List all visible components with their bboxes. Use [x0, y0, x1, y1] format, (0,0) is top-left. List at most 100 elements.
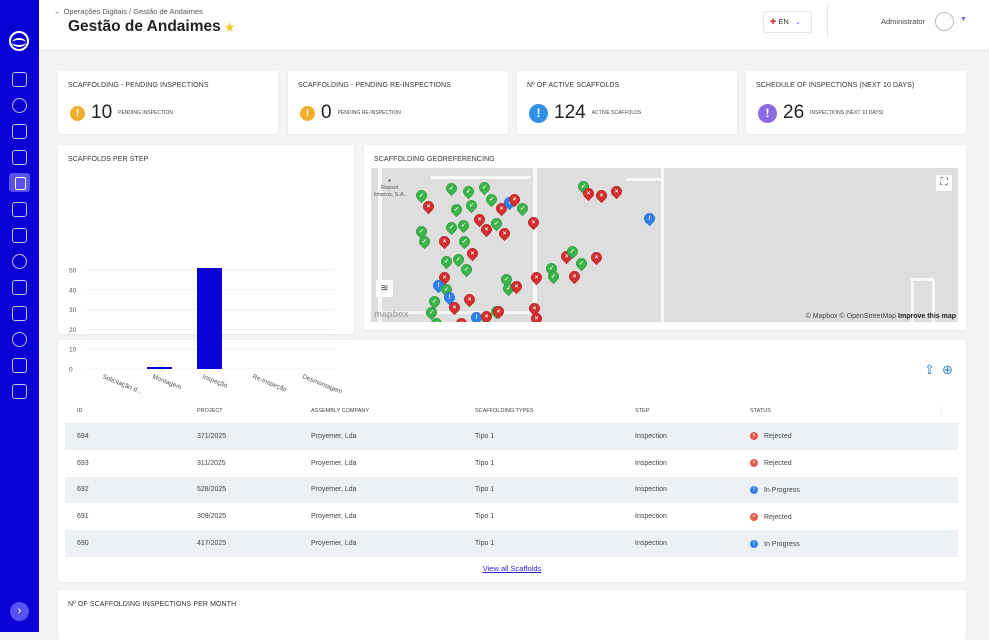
approved-marker[interactable] [545, 268, 562, 285]
caret-down-icon[interactable]: ▼ [960, 16, 967, 23]
table-row[interactable]: 690 417/2025 Proyemer, Lda Tipo 1 Inspection… [65, 530, 958, 557]
attribution-text[interactable]: © Mapbox © OpenStreetMap [805, 313, 897, 320]
logo-icon[interactable] [9, 31, 29, 51]
approved-marker[interactable] [573, 255, 590, 272]
alert-icon: ! [70, 105, 85, 121]
back-arrow-icon[interactable]: ← [54, 7, 64, 16]
approved-marker[interactable] [460, 183, 477, 200]
table-row[interactable]: 694 371/2025 Proyemer, Lda Tipo 1 Inspection… [65, 423, 958, 450]
cell-company: Proyemer, Lda [299, 423, 463, 450]
view-all-scaffolds-link[interactable]: View all Scaffolds [58, 564, 966, 573]
flag-icon: ✚ [770, 17, 779, 26]
column-header[interactable]: ASSEMBLY COMPANY [311, 407, 370, 414]
rejected-marker[interactable] [420, 198, 437, 215]
cell-id: 694 [65, 423, 185, 450]
kpi-title: Nº OF ACTIVE SCAFFOLDS [527, 82, 620, 89]
y-tick-label: 50 [69, 268, 77, 275]
column-header[interactable]: STATUS [750, 407, 771, 414]
improve-map-link[interactable]: Improve this map [898, 313, 956, 320]
rejected-marker[interactable] [461, 291, 478, 308]
rejected-marker[interactable] [464, 245, 481, 262]
column-header[interactable]: SCAFFOLDING TYPES [475, 407, 534, 414]
column-settings-icon[interactable]: ⫶ [940, 405, 942, 415]
user-name[interactable]: Administrator [881, 17, 926, 26]
rejected-marker[interactable] [528, 269, 545, 286]
rejected-marker[interactable] [580, 185, 597, 202]
approved-marker[interactable] [443, 180, 460, 197]
group-icon[interactable] [12, 358, 27, 373]
map-icon[interactable] [12, 228, 27, 243]
approved-marker[interactable] [443, 219, 460, 236]
scaffold-icon[interactable] [12, 124, 27, 139]
location-icon[interactable] [12, 306, 27, 321]
rejected-marker[interactable] [593, 187, 610, 204]
dashboard-icon[interactable] [12, 72, 27, 87]
breadcrumb-text[interactable]: Operações Digitais / Gestão de Andaimes [63, 7, 203, 16]
rejected-marker[interactable] [566, 268, 583, 285]
cell-type: Tipo 1 [475, 459, 495, 467]
kpi-card: SCHEDULE OF INSPECTIONS (NEXT 10 DAYS)! 2… [746, 71, 966, 134]
approved-marker[interactable] [455, 217, 472, 234]
table-row[interactable]: 691 309/2025 Proyemer, Lda Tipo 1 Inspection… [65, 503, 958, 530]
rejected-marker[interactable] [496, 225, 513, 242]
expand-sidebar-button[interactable]: › [10, 602, 29, 621]
check-icon [427, 308, 436, 317]
approved-marker[interactable] [463, 197, 480, 214]
column-header[interactable]: STEP [635, 407, 650, 414]
favorite-star-icon[interactable]: ★ [224, 22, 235, 34]
table-row[interactable]: 692 528/2025 Proyemer, Lda Tipo 1 Inspection… [65, 476, 958, 504]
rejected-icon: × [750, 459, 758, 468]
alert-icon: ! [758, 103, 777, 123]
bar [197, 268, 222, 369]
approved-marker[interactable] [514, 200, 531, 217]
language-select[interactable]: ✚ EN ⌄ [763, 11, 812, 33]
breadcrumb[interactable]: ← Operações Digitais / Gestão de Andaime… [54, 7, 203, 16]
check-icon [577, 259, 586, 268]
approved-marker[interactable] [458, 261, 475, 278]
rejected-marker[interactable] [453, 315, 470, 322]
rejected-marker[interactable] [436, 233, 453, 250]
in-progress-marker[interactable] [641, 210, 658, 227]
check-icon [459, 221, 468, 230]
cell-company: Proyemer, Lda [299, 530, 463, 557]
map[interactable]: ●Repsol limeros, S.A. ⛶ ≋ mapbox © Mapbo… [371, 168, 958, 322]
check-icon [480, 183, 489, 192]
avatar[interactable] [935, 12, 954, 31]
table-row[interactable]: 693 311/2025 Proyemer, Lda Tipo 1 Inspection… [65, 450, 958, 477]
column-header[interactable]: PROJECT [197, 407, 223, 414]
database-icon[interactable] [12, 254, 27, 269]
help-icon[interactable] [12, 384, 27, 399]
x-icon [532, 314, 541, 322]
rejected-marker[interactable] [608, 183, 625, 200]
shield-check-icon[interactable] [12, 150, 27, 165]
clipboard-icon[interactable] [9, 173, 30, 192]
check-icon [460, 237, 469, 246]
cell-id: 693 [77, 459, 89, 467]
x-icon [532, 273, 541, 282]
x-icon [482, 225, 491, 234]
approved-marker[interactable] [416, 233, 433, 250]
export-icon[interactable]: ⇪ [924, 362, 935, 377]
poi-label[interactable]: ● Repsol limeros, S.A. [374, 178, 406, 198]
rejected-marker[interactable] [490, 303, 507, 320]
alert-icon: ! [529, 103, 548, 123]
gear-icon[interactable] [12, 332, 27, 347]
documents-icon[interactable] [12, 202, 27, 217]
kpi-label: PENDING INSPECTION [118, 110, 173, 116]
rejected-marker[interactable] [588, 249, 605, 266]
exclamation-icon [645, 214, 654, 223]
mapbox-logo[interactable]: mapbox [374, 309, 409, 319]
view-all-text[interactable]: View all Scaffolds [482, 564, 542, 573]
fullscreen-button[interactable]: ⛶ [936, 175, 952, 191]
rejected-marker[interactable] [525, 214, 542, 231]
check-icon [464, 187, 473, 196]
approved-marker[interactable] [438, 253, 455, 270]
settings-icon[interactable] [12, 98, 27, 113]
column-header[interactable]: ID [77, 407, 83, 414]
column-settings[interactable]: ⫶ [928, 398, 958, 423]
folder-icon[interactable] [12, 280, 27, 295]
approved-marker[interactable] [448, 201, 465, 218]
add-circle-icon[interactable]: ⊕ [942, 362, 953, 377]
empty-cell [928, 476, 958, 504]
layers-button[interactable]: ≋ [376, 280, 393, 297]
